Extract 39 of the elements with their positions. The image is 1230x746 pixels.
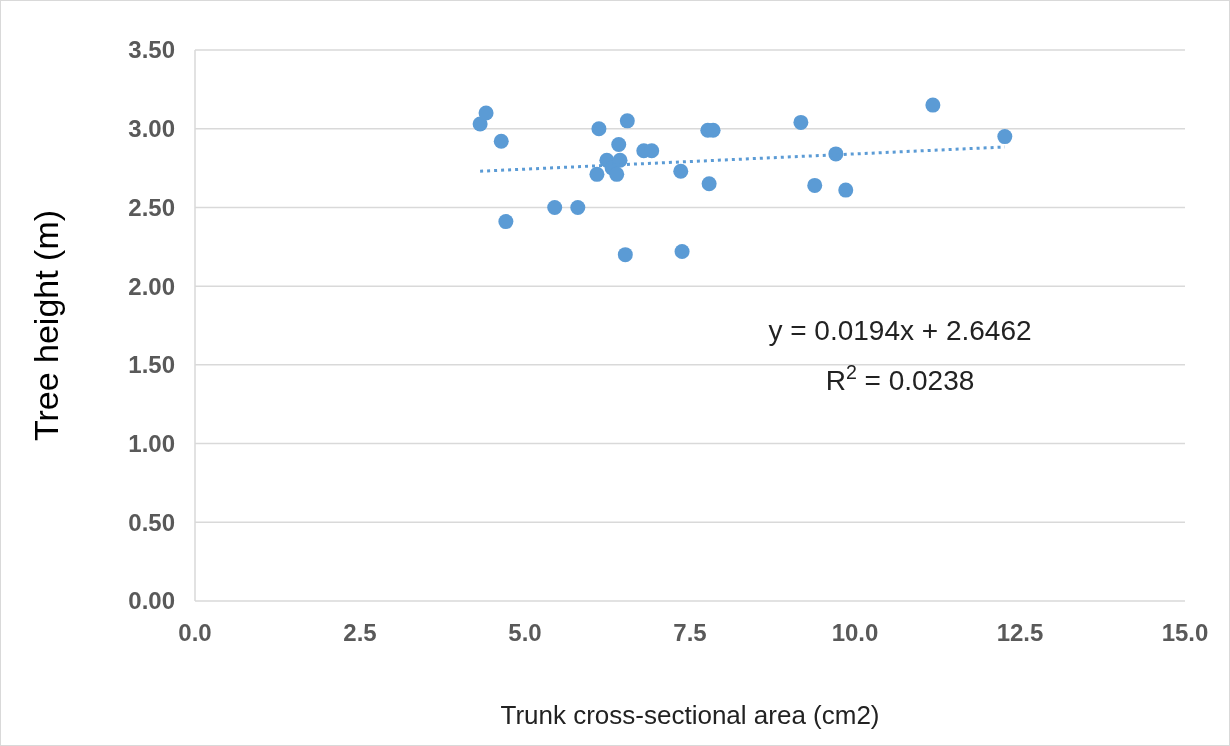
- point: [589, 166, 605, 182]
- y-tick-label: 2.00: [128, 272, 175, 300]
- y-tick-label: 1.50: [128, 351, 175, 379]
- point: [493, 133, 509, 149]
- y-tick-label: 1.00: [128, 429, 175, 457]
- x-axis-title: Trunk cross-sectional area (cm2): [500, 700, 880, 730]
- point: [701, 176, 717, 192]
- point: [925, 97, 941, 113]
- point: [570, 199, 586, 215]
- y-tick-label: 0.00: [128, 587, 175, 615]
- point: [838, 182, 854, 198]
- annotation: y = 0.0194x + 2.6462: [768, 315, 1032, 346]
- point: [478, 105, 494, 121]
- point: [472, 116, 488, 132]
- point: [617, 247, 633, 263]
- point: [674, 244, 690, 260]
- x-tick-label: 10.0: [831, 619, 879, 646]
- x-tick-label: 12.5: [996, 619, 1044, 646]
- y-axis-title: Tree height (m): [27, 209, 65, 442]
- point: [997, 129, 1013, 145]
- point: [807, 177, 823, 193]
- y-tick-label: 3.50: [128, 36, 175, 64]
- x-tick-label: 5.0: [508, 619, 542, 646]
- annotation: R$^{2}$ = 0.0238: [825, 361, 975, 396]
- y-tick-label: 2.50: [128, 193, 175, 221]
- x-tick-label: 15.0: [1161, 619, 1209, 646]
- point: [498, 214, 514, 230]
- point: [609, 166, 625, 182]
- point: [547, 199, 563, 215]
- x-tick-label: 0.0: [178, 619, 212, 646]
- y-tick-label: 3.00: [128, 115, 175, 143]
- point: [611, 136, 627, 152]
- point: [793, 114, 809, 130]
- point: [619, 113, 635, 129]
- x-tick-label: 2.5: [343, 619, 377, 646]
- point: [591, 121, 607, 137]
- point: [673, 163, 689, 179]
- x-tick-label: 7.5: [673, 619, 707, 646]
- y-tick-label: 0.50: [128, 508, 175, 536]
